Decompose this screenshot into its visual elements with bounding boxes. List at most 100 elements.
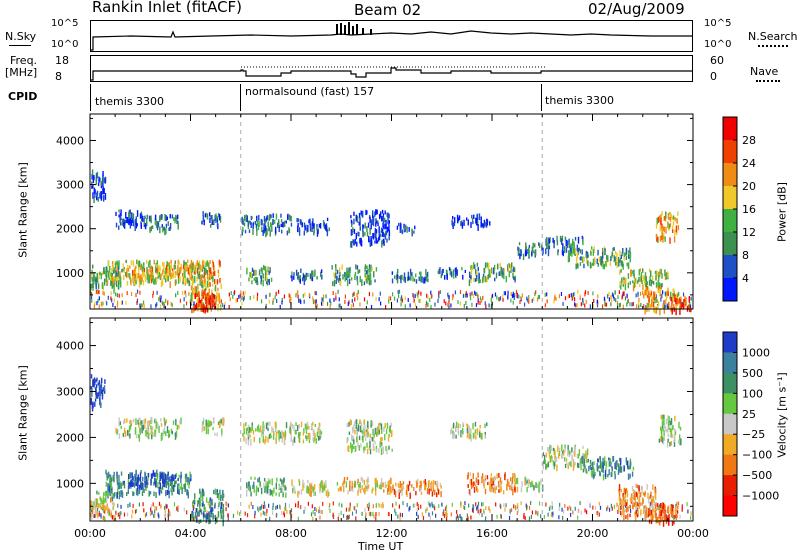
data-cell bbox=[156, 260, 159, 265]
data-cell bbox=[375, 427, 377, 435]
speckle-mark bbox=[368, 502, 370, 507]
data-cell bbox=[214, 503, 216, 509]
data-cell bbox=[646, 290, 649, 296]
data-cell bbox=[663, 226, 666, 233]
data-cell bbox=[655, 306, 658, 314]
data-cell bbox=[303, 428, 305, 434]
data-cell bbox=[671, 434, 673, 439]
data-cell bbox=[358, 212, 361, 219]
data-cell bbox=[137, 260, 139, 267]
data-cell bbox=[118, 209, 120, 213]
speckle-mark bbox=[185, 301, 188, 306]
data-cell bbox=[145, 259, 148, 264]
data-cell bbox=[665, 211, 667, 219]
data-cell bbox=[357, 269, 359, 274]
data-cell bbox=[298, 436, 301, 443]
speckle-mark bbox=[175, 293, 177, 298]
data-cell bbox=[142, 482, 144, 490]
data-cell bbox=[211, 221, 213, 226]
data-cell bbox=[143, 488, 145, 494]
speckle-mark bbox=[235, 298, 237, 303]
data-cell bbox=[170, 428, 173, 434]
data-cell bbox=[299, 431, 301, 436]
data-cell bbox=[105, 492, 108, 496]
data-cell bbox=[495, 272, 498, 279]
speckle-mark bbox=[104, 509, 106, 514]
data-cell bbox=[425, 482, 427, 487]
speckle-mark bbox=[116, 303, 118, 308]
speckle-mark bbox=[610, 299, 613, 304]
data-cell bbox=[154, 214, 157, 221]
data-cell bbox=[133, 418, 135, 423]
data-cell bbox=[118, 280, 120, 286]
data-cell bbox=[178, 490, 180, 495]
data-cell bbox=[297, 218, 300, 222]
data-cell bbox=[627, 273, 630, 279]
data-cell bbox=[270, 223, 273, 228]
data-cell bbox=[550, 455, 553, 459]
data-cell bbox=[658, 272, 661, 278]
speckle-mark bbox=[303, 509, 305, 514]
data-cell bbox=[178, 474, 180, 479]
data-region bbox=[115, 209, 147, 232]
data-cell bbox=[205, 516, 208, 524]
data-cell bbox=[672, 215, 675, 220]
speckle-mark bbox=[254, 514, 256, 519]
data-cell bbox=[677, 211, 679, 216]
data-cell bbox=[127, 217, 129, 224]
data-cell bbox=[154, 478, 157, 484]
data-cell bbox=[201, 300, 203, 308]
data-cell bbox=[348, 445, 350, 453]
data-cell bbox=[284, 436, 286, 440]
data-cell bbox=[95, 173, 98, 180]
speckle-mark bbox=[446, 509, 448, 514]
data-cell bbox=[476, 428, 479, 436]
data-cell bbox=[117, 268, 120, 275]
data-cell bbox=[250, 272, 252, 279]
speckle-mark bbox=[289, 510, 291, 515]
data-cell bbox=[665, 418, 668, 425]
speckle-mark bbox=[90, 290, 92, 295]
speckle-mark bbox=[110, 296, 112, 301]
data-cell bbox=[165, 482, 168, 489]
speckle-mark bbox=[476, 292, 478, 297]
data-cell bbox=[448, 267, 451, 271]
speckle-mark bbox=[297, 294, 299, 299]
data-cell bbox=[582, 445, 584, 449]
data-cell bbox=[100, 180, 102, 186]
data-region bbox=[291, 478, 330, 498]
data-cell bbox=[504, 473, 506, 481]
data-cell bbox=[171, 480, 173, 486]
speckle-mark bbox=[354, 506, 356, 511]
speckle-mark bbox=[466, 293, 468, 298]
data-cell bbox=[312, 421, 314, 426]
data-cell bbox=[658, 286, 660, 291]
nsky-label: N.Sky bbox=[5, 30, 37, 43]
data-cell bbox=[667, 221, 669, 228]
speckle-mark bbox=[372, 512, 374, 517]
data-cell bbox=[385, 230, 388, 236]
speckle-mark bbox=[619, 302, 621, 307]
data-cell bbox=[107, 471, 110, 479]
data-cell bbox=[451, 215, 454, 220]
speckle-mark bbox=[455, 516, 457, 521]
data-cell bbox=[635, 483, 637, 488]
speckle-mark bbox=[96, 290, 99, 295]
data-cell bbox=[413, 230, 415, 234]
data-cell bbox=[214, 284, 217, 292]
data-cell bbox=[660, 431, 663, 439]
speckle-mark bbox=[396, 298, 399, 303]
data-cell bbox=[151, 225, 154, 229]
data-cell bbox=[257, 487, 260, 493]
data-cell bbox=[469, 428, 472, 434]
data-cell bbox=[222, 422, 225, 426]
data-cell bbox=[194, 271, 196, 275]
data-cell bbox=[614, 258, 617, 263]
data-cell bbox=[582, 459, 584, 463]
speckle-mark bbox=[499, 296, 502, 301]
speckle-mark bbox=[310, 512, 313, 517]
data-cell bbox=[188, 476, 190, 483]
data-cell bbox=[213, 418, 215, 424]
data-cell bbox=[387, 227, 389, 232]
data-cell bbox=[102, 195, 105, 202]
